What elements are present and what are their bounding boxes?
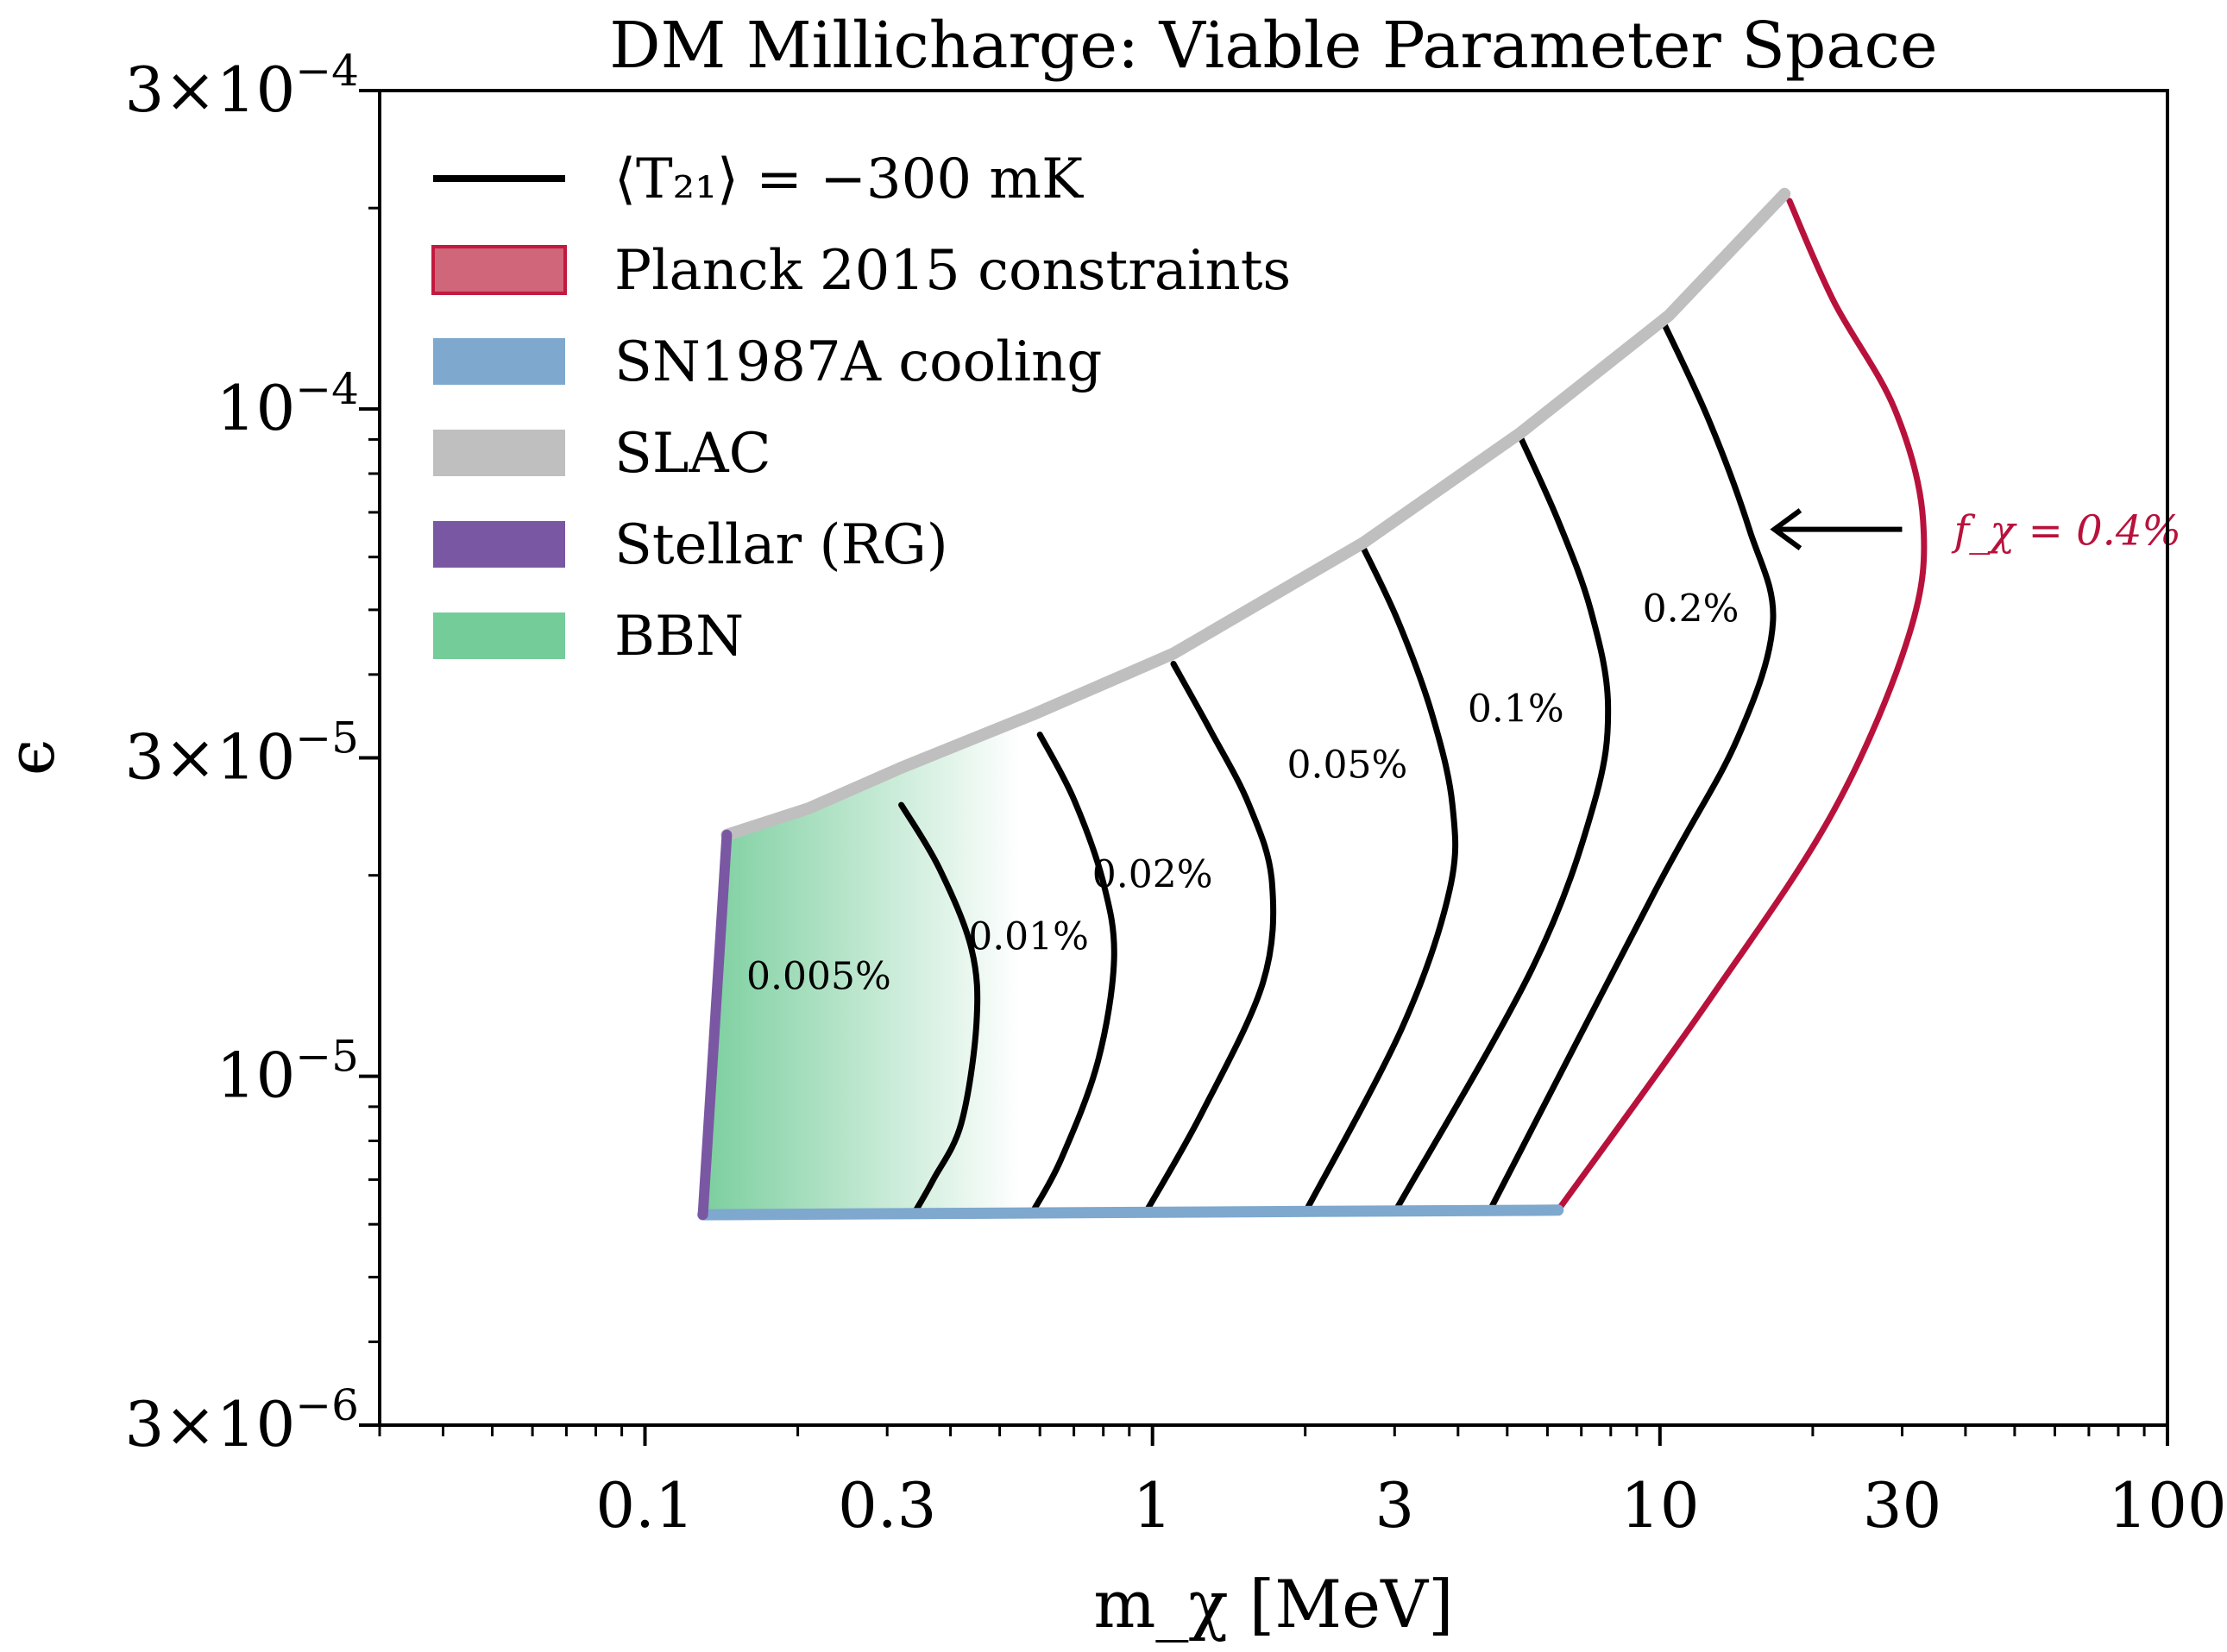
- sn1987a-bound: [697, 1204, 1564, 1221]
- contour-label: 0.1%: [1468, 688, 1564, 732]
- x-tick-label: 1: [1133, 1469, 1173, 1542]
- x-tick-label: 3: [1375, 1469, 1414, 1542]
- x-tick-label: 100: [2108, 1469, 2226, 1542]
- contour-0-4pct: [1555, 198, 1928, 1214]
- contour-0-2pct: [1486, 317, 1777, 1215]
- x-tick-label: 0.3: [838, 1469, 937, 1542]
- y-axis-label: ϵ: [0, 739, 69, 776]
- annotation: f_χ = 0.4%: [1770, 507, 2182, 556]
- contour-0-1pct: [1391, 433, 1612, 1215]
- legend-label: SLAC: [614, 422, 771, 486]
- y-tick-label: 3×10−4: [125, 46, 359, 126]
- annotation-label: f_χ = 0.4%: [1952, 507, 2182, 556]
- x-axis-label: m_χ [MeV]: [1093, 1566, 1453, 1643]
- plot-area: [697, 187, 1928, 1221]
- x-tick-label: 10: [1620, 1469, 1700, 1542]
- legend-label: SN1987A cooling: [614, 330, 1102, 394]
- y-tick-label: 3×10−5: [125, 713, 359, 794]
- y-axis: 3×10−6 10−5 3×10−5 10−4 3×10−4: [125, 46, 380, 1460]
- legend-patch-swatch: [433, 521, 565, 568]
- x-axis: 0.1 0.3 1 3 10 30 100: [378, 1425, 2227, 1542]
- x-tick-label: 30: [1863, 1469, 1942, 1542]
- contour-0-02pct: [1142, 661, 1277, 1215]
- legend-patch-swatch: [433, 612, 565, 659]
- y-tick-label: 10−5: [217, 1032, 359, 1112]
- legend-patch-swatch: [431, 245, 567, 295]
- chart-title: DM Millicharge: Viable Parameter Space: [609, 9, 1937, 83]
- y-tick-label: 3×10−6: [125, 1380, 359, 1460]
- contour-label: 0.01%: [968, 914, 1089, 958]
- legend-label: Planck 2015 constraints: [614, 239, 1291, 303]
- legend-label: BBN: [614, 605, 744, 669]
- contour-0-01pct: [1029, 732, 1117, 1215]
- arrow-head-icon: [1770, 508, 1802, 551]
- contour-label-group: 0.005% 0.01%0.02% 0.05% 0.1% 0.2%: [746, 587, 1739, 999]
- legend-label: ⟨T₂₁⟩ = −300 mK: [614, 148, 1084, 211]
- x-tick-label: 0.1: [595, 1469, 695, 1542]
- stellar-rg-bound: [697, 829, 733, 1221]
- contour-0-05pct: [1302, 544, 1459, 1215]
- contour-label: 0.2%: [1643, 587, 1739, 631]
- legend-label: Stellar (RG): [614, 513, 948, 577]
- contour-label: 0.02%: [1092, 852, 1213, 896]
- legend-patch-swatch: [433, 430, 565, 476]
- slac-bound: [720, 187, 1791, 841]
- bbn-region: [702, 695, 1073, 1215]
- contour-label: 0.05%: [1287, 744, 1408, 788]
- legend-patch-swatch: [433, 338, 565, 385]
- contour-group: [898, 198, 1928, 1215]
- contour-0-005pct: [898, 801, 981, 1215]
- contour-label: 0.005%: [746, 955, 891, 999]
- legend: ⟨T₂₁⟩ = −300 mK Planck 2015 constraints SN…: [431, 148, 1291, 669]
- y-tick-label: 10−4: [217, 364, 359, 444]
